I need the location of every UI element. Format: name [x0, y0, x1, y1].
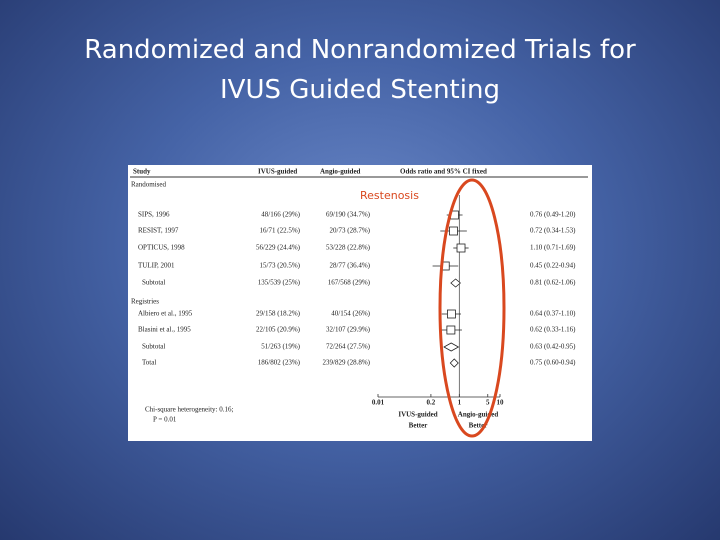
odds-ratio-label: 0.45 (0.22-0.94) [530, 262, 576, 270]
angio-count: 32/107 (29.9%) [326, 326, 371, 334]
angio-count: 72/264 (27.5%) [326, 343, 371, 351]
estimate-box [446, 325, 456, 335]
study-label: Subtotal [142, 279, 165, 287]
ivus-count: 135/539 (25%) [258, 279, 301, 287]
angio-count: 167/568 (29%) [328, 279, 371, 287]
study-label: SIPS, 1996 [138, 211, 170, 219]
section-label: Registries [131, 298, 159, 306]
study-label: OPTICUS, 1998 [138, 244, 185, 252]
summary-diamond [443, 342, 460, 352]
odds-ratio-label: 0.62 (0.33-1.16) [530, 326, 576, 334]
study-label: Subtotal [142, 343, 165, 351]
x-tick-label: 5 [486, 399, 490, 407]
x-side-label: Angio-guided [458, 411, 499, 419]
x-tick-label: 0.01 [372, 399, 385, 407]
x-tick-label: 0.2 [427, 399, 436, 407]
study-label: RESIST, 1997 [138, 227, 179, 235]
odds-ratio-label: 0.75 (0.60-0.94) [530, 359, 576, 367]
column-header: IVUS-guided [258, 168, 297, 176]
angio-count: 28/77 (36.4%) [330, 262, 371, 270]
footnote: P = 0.01 [153, 416, 177, 424]
x-side-label: Better [409, 422, 428, 430]
column-header: Angio-guided [320, 168, 361, 176]
ivus-count: 22/105 (20.9%) [256, 326, 301, 334]
ivus-count: 15/73 (20.5%) [260, 262, 301, 270]
study-label: Total [142, 359, 156, 367]
ivus-count: 51/263 (19%) [261, 343, 300, 351]
angio-count: 53/228 (22.8%) [326, 244, 371, 252]
ivus-count: 48/166 (29%) [261, 211, 300, 219]
angio-count: 40/154 (26%) [331, 310, 370, 318]
odds-ratio-label: 0.72 (0.34-1.53) [530, 227, 576, 235]
figure-background [128, 165, 592, 441]
column-header: Odds ratio and 95% CI fixed [400, 168, 487, 176]
ivus-count: 56/229 (24.4%) [256, 244, 301, 252]
ivus-count: 29/158 (18.2%) [256, 310, 301, 318]
ivus-count: 186/802 (23%) [258, 359, 301, 367]
odds-ratio-label: 0.63 (0.42-0.95) [530, 343, 576, 351]
annotation: Restenosis [360, 189, 419, 202]
angio-count: 69/190 (34.7%) [326, 211, 371, 219]
odds-ratio-label: 1.10 (0.71-1.69) [530, 244, 576, 252]
x-side-label: IVUS-guided [398, 411, 437, 419]
estimate-box [447, 309, 456, 319]
angio-count: 239/829 (28.8%) [323, 359, 371, 367]
slide-title: Randomized and Nonrandomized Trials for … [0, 30, 720, 110]
summary-diamond [449, 358, 459, 368]
section-label: Randomised [131, 181, 166, 189]
study-label: Albiero et al., 1995 [138, 310, 193, 318]
estimate-box [456, 243, 466, 253]
x-tick-label: 10 [497, 399, 505, 407]
study-label: Blasini et al., 1995 [138, 326, 191, 334]
x-tick-label: 1 [458, 399, 462, 407]
title-line: IVUS Guided Stenting [220, 75, 500, 105]
column-header: Study [133, 168, 151, 176]
footnote: Chi-square heterogeneity: 0.16; [145, 406, 234, 414]
study-label: TULIP, 2001 [138, 262, 175, 270]
highlight-ellipse [438, 178, 506, 438]
summary-diamond [450, 278, 461, 288]
odds-ratio-label: 0.64 (0.37-1.10) [530, 310, 576, 318]
x-side-label: Better [469, 422, 488, 430]
odds-ratio-label: 0.81 (0.62-1.06) [530, 279, 576, 287]
title-line: Randomized and Nonrandomized Trials for [84, 35, 636, 65]
odds-ratio-label: 0.76 (0.49-1.20) [530, 211, 576, 219]
angio-count: 20/73 (28.7%) [330, 227, 371, 235]
ivus-count: 16/71 (22.5%) [260, 227, 301, 235]
estimate-box [449, 226, 458, 236]
